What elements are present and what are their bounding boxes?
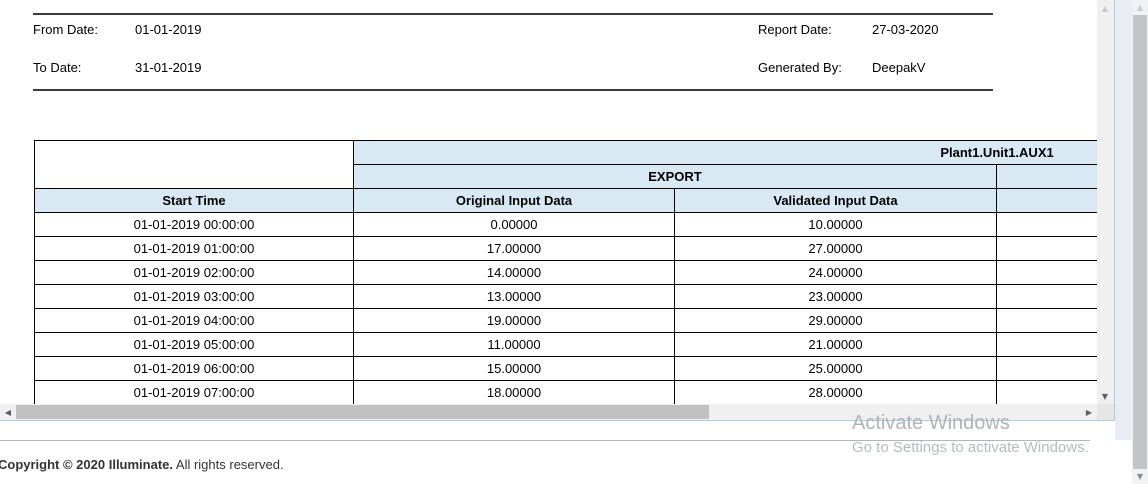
copyright-rights: All rights reserved. [173,457,284,472]
col-header-original-input: Original Input Data [353,188,675,213]
cell-validated: 21.00000 [674,332,997,357]
scroll-down-icon[interactable]: ▼ [1097,388,1113,404]
cell-validated: 24.00000 [674,260,997,285]
report-pane: From Date: 01-01-2019 To Date: 31-01-201… [33,13,1097,404]
from-date-value: 01-01-2019 [135,22,202,37]
browser-vertical-scrollbar[interactable]: ▲ ▼ [1132,0,1148,484]
cell-start-time: 01-01-2019 05:00:00 [34,332,354,357]
browser-scroll-up-icon[interactable]: ▲ [1132,0,1148,15]
col-header-clipped: Original Input Data [996,188,1097,213]
table-row: 01-01-2019 03:00:00 13.00000 23.00000 [34,284,1097,309]
cell-start-time: 01-01-2019 02:00:00 [34,260,354,285]
pane-border-right [1114,0,1115,421]
cell-original: 18.00000 [353,380,675,404]
from-date-label: From Date: [33,22,99,37]
pane-horizontal-scrollbar[interactable]: ◀ ▶ [0,404,1097,420]
cell-validated: 27.00000 [674,236,997,261]
cell-start-time: 01-01-2019 03:00:00 [34,284,354,309]
table-corner-cell [34,140,354,189]
export-group-header: EXPORT [353,164,997,189]
table-row: 01-01-2019 01:00:00 17.00000 27.00000 [34,236,1097,261]
report-date-value: 27-03-2020 [872,22,939,37]
scroll-left-icon[interactable]: ◀ [0,404,16,420]
cell-original: 14.00000 [353,260,675,285]
header-divider-top [33,13,993,15]
table-row: 01-01-2019 06:00:00 15.00000 25.00000 [34,356,1097,381]
scrollbar-corner [1097,404,1114,420]
cell-validated: 25.00000 [674,356,997,381]
cell-start-time: 01-01-2019 00:00:00 [34,212,354,237]
pane-border-bottom [0,420,1115,421]
page-gutter [1115,0,1132,440]
copyright-text: Copyright © 2020 Illuminate. All rights … [0,457,284,472]
cell-validated: 29.00000 [674,308,997,333]
browser-scroll-down-icon[interactable]: ▼ [1132,469,1148,484]
cell-validated: 23.00000 [674,284,997,309]
generated-by-label: Generated By: [758,60,842,75]
cell-original: 0.00000 [353,212,675,237]
horizontal-scrollbar-thumb[interactable] [16,405,709,419]
cell-original: 17.00000 [353,236,675,261]
to-date-value: 31-01-2019 [135,60,202,75]
col-header-validated-input: Validated Input Data [674,188,997,213]
cell-validated: 10.00000 [674,212,997,237]
cell-start-time: 01-01-2019 07:00:00 [34,380,354,404]
table-row: 01-01-2019 00:00:00 0.00000 10.00000 [34,212,1097,237]
generated-by-value: DeepakV [872,60,926,75]
cell-original: 11.00000 [353,332,675,357]
cell-original: 13.00000 [353,284,675,309]
copyright-brand: Copyright © 2020 Illuminate. [0,457,174,472]
browser-scrollbar-thumb[interactable] [1133,15,1147,473]
scroll-up-icon[interactable]: ▲ [1097,0,1113,16]
plant-group-header: Plant1.Unit1.AUX1 [352,140,1097,165]
report-date-label: Report Date: [758,22,832,37]
cell-start-time: 01-01-2019 06:00:00 [34,356,354,381]
cell-validated: 28.00000 [674,380,997,404]
cell-original: 15.00000 [353,356,675,381]
pane-vertical-scrollbar[interactable]: ▲ ▼ [1097,0,1114,404]
table-row: 01-01-2019 05:00:00 11.00000 21.00000 [34,332,1097,357]
footer-divider [0,440,1090,441]
col-header-start-time: Start Time [34,188,354,213]
hidden-group-header [995,164,1097,189]
header-divider-bottom [33,89,993,91]
scroll-right-icon[interactable]: ▶ [1081,404,1097,420]
cell-start-time: 01-01-2019 01:00:00 [34,236,354,261]
to-date-label: To Date: [33,60,82,75]
cell-original: 19.00000 [353,308,675,333]
export-data-table: Plant1.Unit1.AUX1 EXPORT Start Time Orig… [34,140,1097,404]
table-row: 01-01-2019 04:00:00 19.00000 29.00000 [34,308,1097,333]
cell-start-time: 01-01-2019 04:00:00 [34,308,354,333]
watermark-subtitle: Go to Settings to activate Windows. [852,439,1089,456]
table-row: 01-01-2019 07:00:00 18.00000 28.00000 [34,380,1097,404]
table-row: 01-01-2019 02:00:00 14.00000 24.00000 [34,260,1097,285]
